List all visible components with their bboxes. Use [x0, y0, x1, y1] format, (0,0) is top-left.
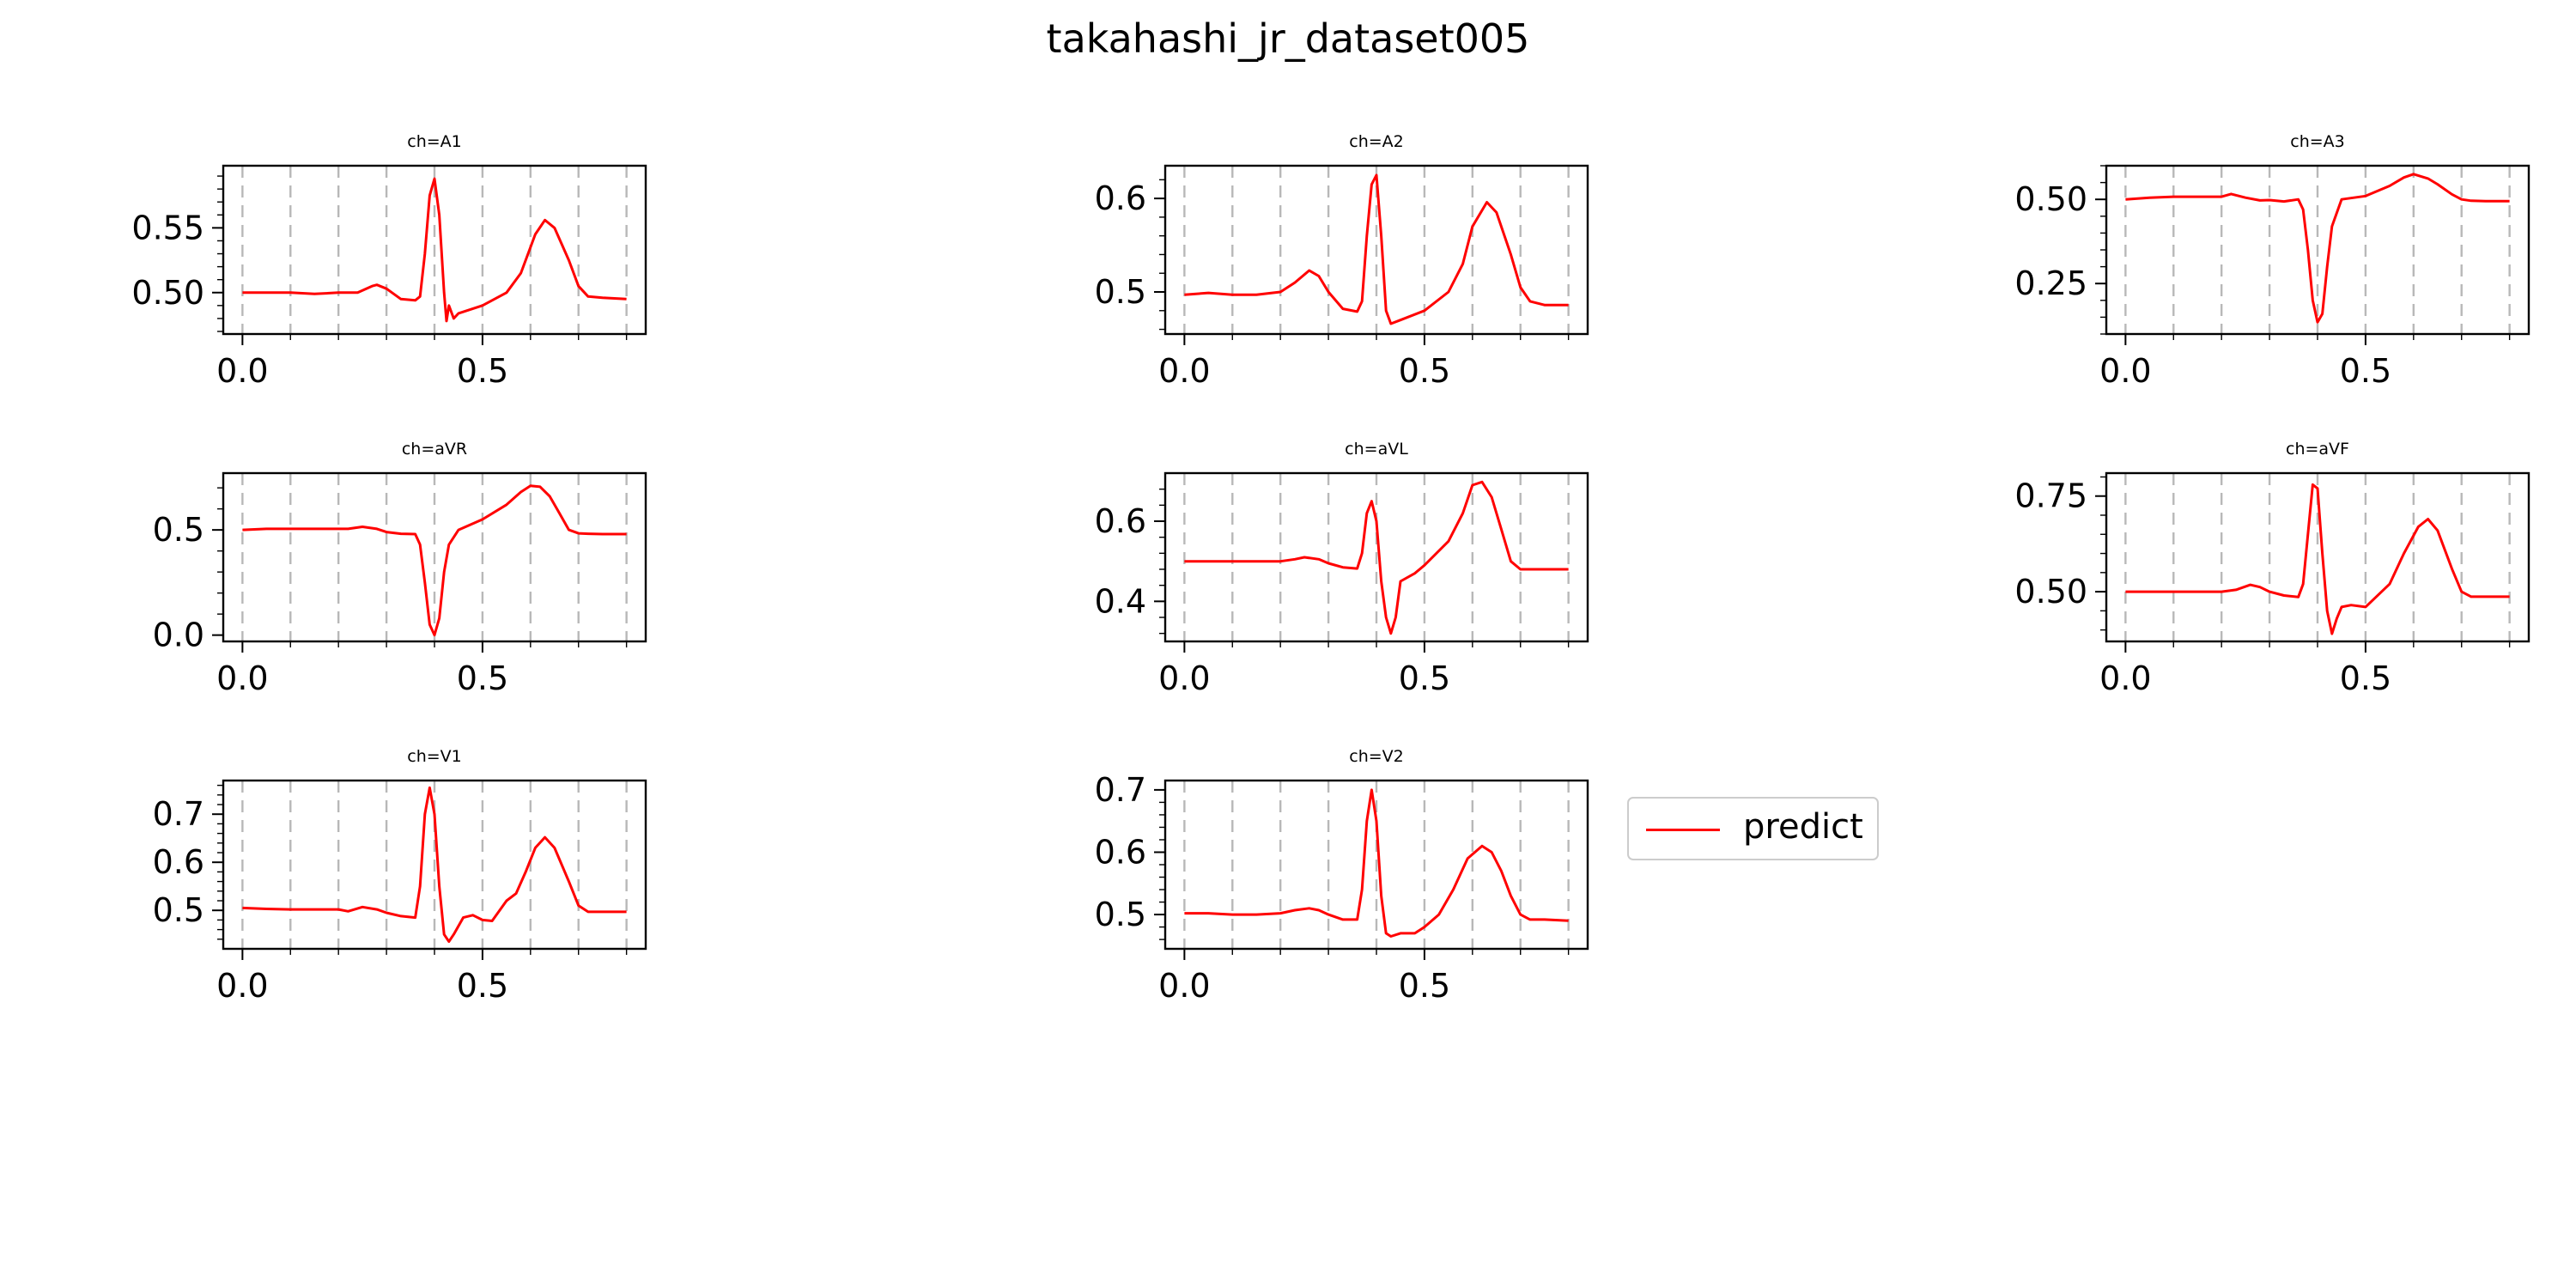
axes-frame: [1163, 164, 1589, 336]
axes-frame: [1163, 471, 1589, 643]
y-tick-label: 0.6: [1095, 179, 1146, 217]
legend-label: predict: [1743, 807, 1863, 847]
x-tick-label: 0.5: [457, 967, 508, 1005]
series-line-predict: [1184, 788, 1569, 938]
axes-frame: [222, 164, 647, 336]
y-tick-label: 0.5: [1095, 273, 1146, 311]
figure-title: takahashi_jr_dataset005: [1046, 15, 1530, 62]
chart-panel: ch=aVR 0.0 0.5 0.0 0.5: [153, 440, 647, 697]
x-tick-label: 0.0: [1158, 352, 1210, 390]
y-tick-label: 0.50: [2014, 180, 2087, 218]
chart-panel: ch=aVL 0.4 0.6 0.0 0.5: [1095, 440, 1589, 697]
x-tick-label: 0.5: [457, 659, 508, 697]
x-tick-label: 0.5: [1399, 659, 1450, 697]
y-tick-label: 0.6: [1095, 502, 1146, 540]
y-tick-label: 0.5: [153, 511, 204, 549]
x-tick-label: 0.0: [2099, 352, 2151, 390]
panel-title: ch=aVL: [1345, 440, 1408, 459]
series-line-predict: [1184, 173, 1569, 325]
legend-line-swatch: [1646, 829, 1720, 831]
chart-panel: ch=V2 0.5 0.6 0.7 0.0 0.5: [1095, 747, 1589, 1005]
y-tick-label: 0.5: [153, 891, 204, 929]
y-tick-label: 0.55: [131, 209, 204, 246]
panel-title: ch=aVF: [2286, 440, 2349, 459]
panel-title: ch=A3: [2290, 132, 2345, 151]
series-line-predict: [242, 177, 627, 323]
x-tick-label: 0.5: [2340, 659, 2391, 697]
x-tick-label: 0.0: [1158, 967, 1210, 1005]
series-line-predict: [242, 484, 627, 637]
panel-title: ch=V2: [1349, 747, 1404, 766]
y-tick-label: 0.6: [1095, 833, 1146, 871]
y-tick-label: 0.7: [153, 795, 204, 833]
panel-title: ch=V1: [407, 747, 462, 766]
axes-frame: [2105, 164, 2530, 336]
y-tick-label: 0.25: [2014, 264, 2087, 302]
axes-frame: [222, 471, 647, 643]
y-tick-label: 0.6: [153, 843, 204, 881]
panel-title: ch=A1: [407, 132, 462, 151]
chart-panel: ch=A3 0.25 0.50 0.0 0.5: [2014, 132, 2530, 390]
legend: predict: [1627, 797, 1879, 860]
y-tick-label: 0.75: [2014, 477, 2087, 515]
panel-title: ch=aVR: [402, 440, 467, 459]
series-line-predict: [1184, 480, 1569, 635]
x-tick-label: 0.0: [216, 659, 268, 697]
y-tick-label: 0.0: [153, 617, 204, 654]
x-tick-label: 0.5: [2340, 352, 2391, 390]
axes-frame: [1163, 779, 1589, 951]
x-tick-label: 0.5: [1399, 352, 1450, 390]
y-tick-label: 0.5: [1095, 896, 1146, 933]
x-tick-label: 0.0: [216, 352, 268, 390]
series-line-predict: [2125, 483, 2510, 635]
x-tick-label: 0.0: [1158, 659, 1210, 697]
chart-panel: ch=A1 0.50 0.55 0.0 0.5: [131, 132, 647, 390]
y-tick-label: 0.4: [1095, 582, 1146, 620]
axes-frame: [222, 779, 647, 951]
y-tick-label: 0.50: [2014, 573, 2087, 611]
series-line-predict: [2125, 173, 2510, 324]
y-tick-label: 0.50: [131, 274, 204, 312]
axes-frame: [2105, 471, 2530, 643]
x-tick-label: 0.5: [457, 352, 508, 390]
series-line-predict: [242, 786, 627, 944]
panel-title: ch=A2: [1349, 132, 1404, 151]
x-tick-label: 0.0: [2099, 659, 2151, 697]
chart-panel: ch=aVF 0.50 0.75 0.0 0.5: [2014, 440, 2530, 697]
chart-panel: ch=A2 0.5 0.6 0.0 0.5: [1095, 132, 1589, 390]
chart-panel: ch=V1 0.5 0.6 0.7 0.0 0.5: [153, 747, 647, 1005]
x-tick-label: 0.0: [216, 967, 268, 1005]
y-tick-label: 0.7: [1095, 771, 1146, 809]
x-tick-label: 0.5: [1399, 967, 1450, 1005]
